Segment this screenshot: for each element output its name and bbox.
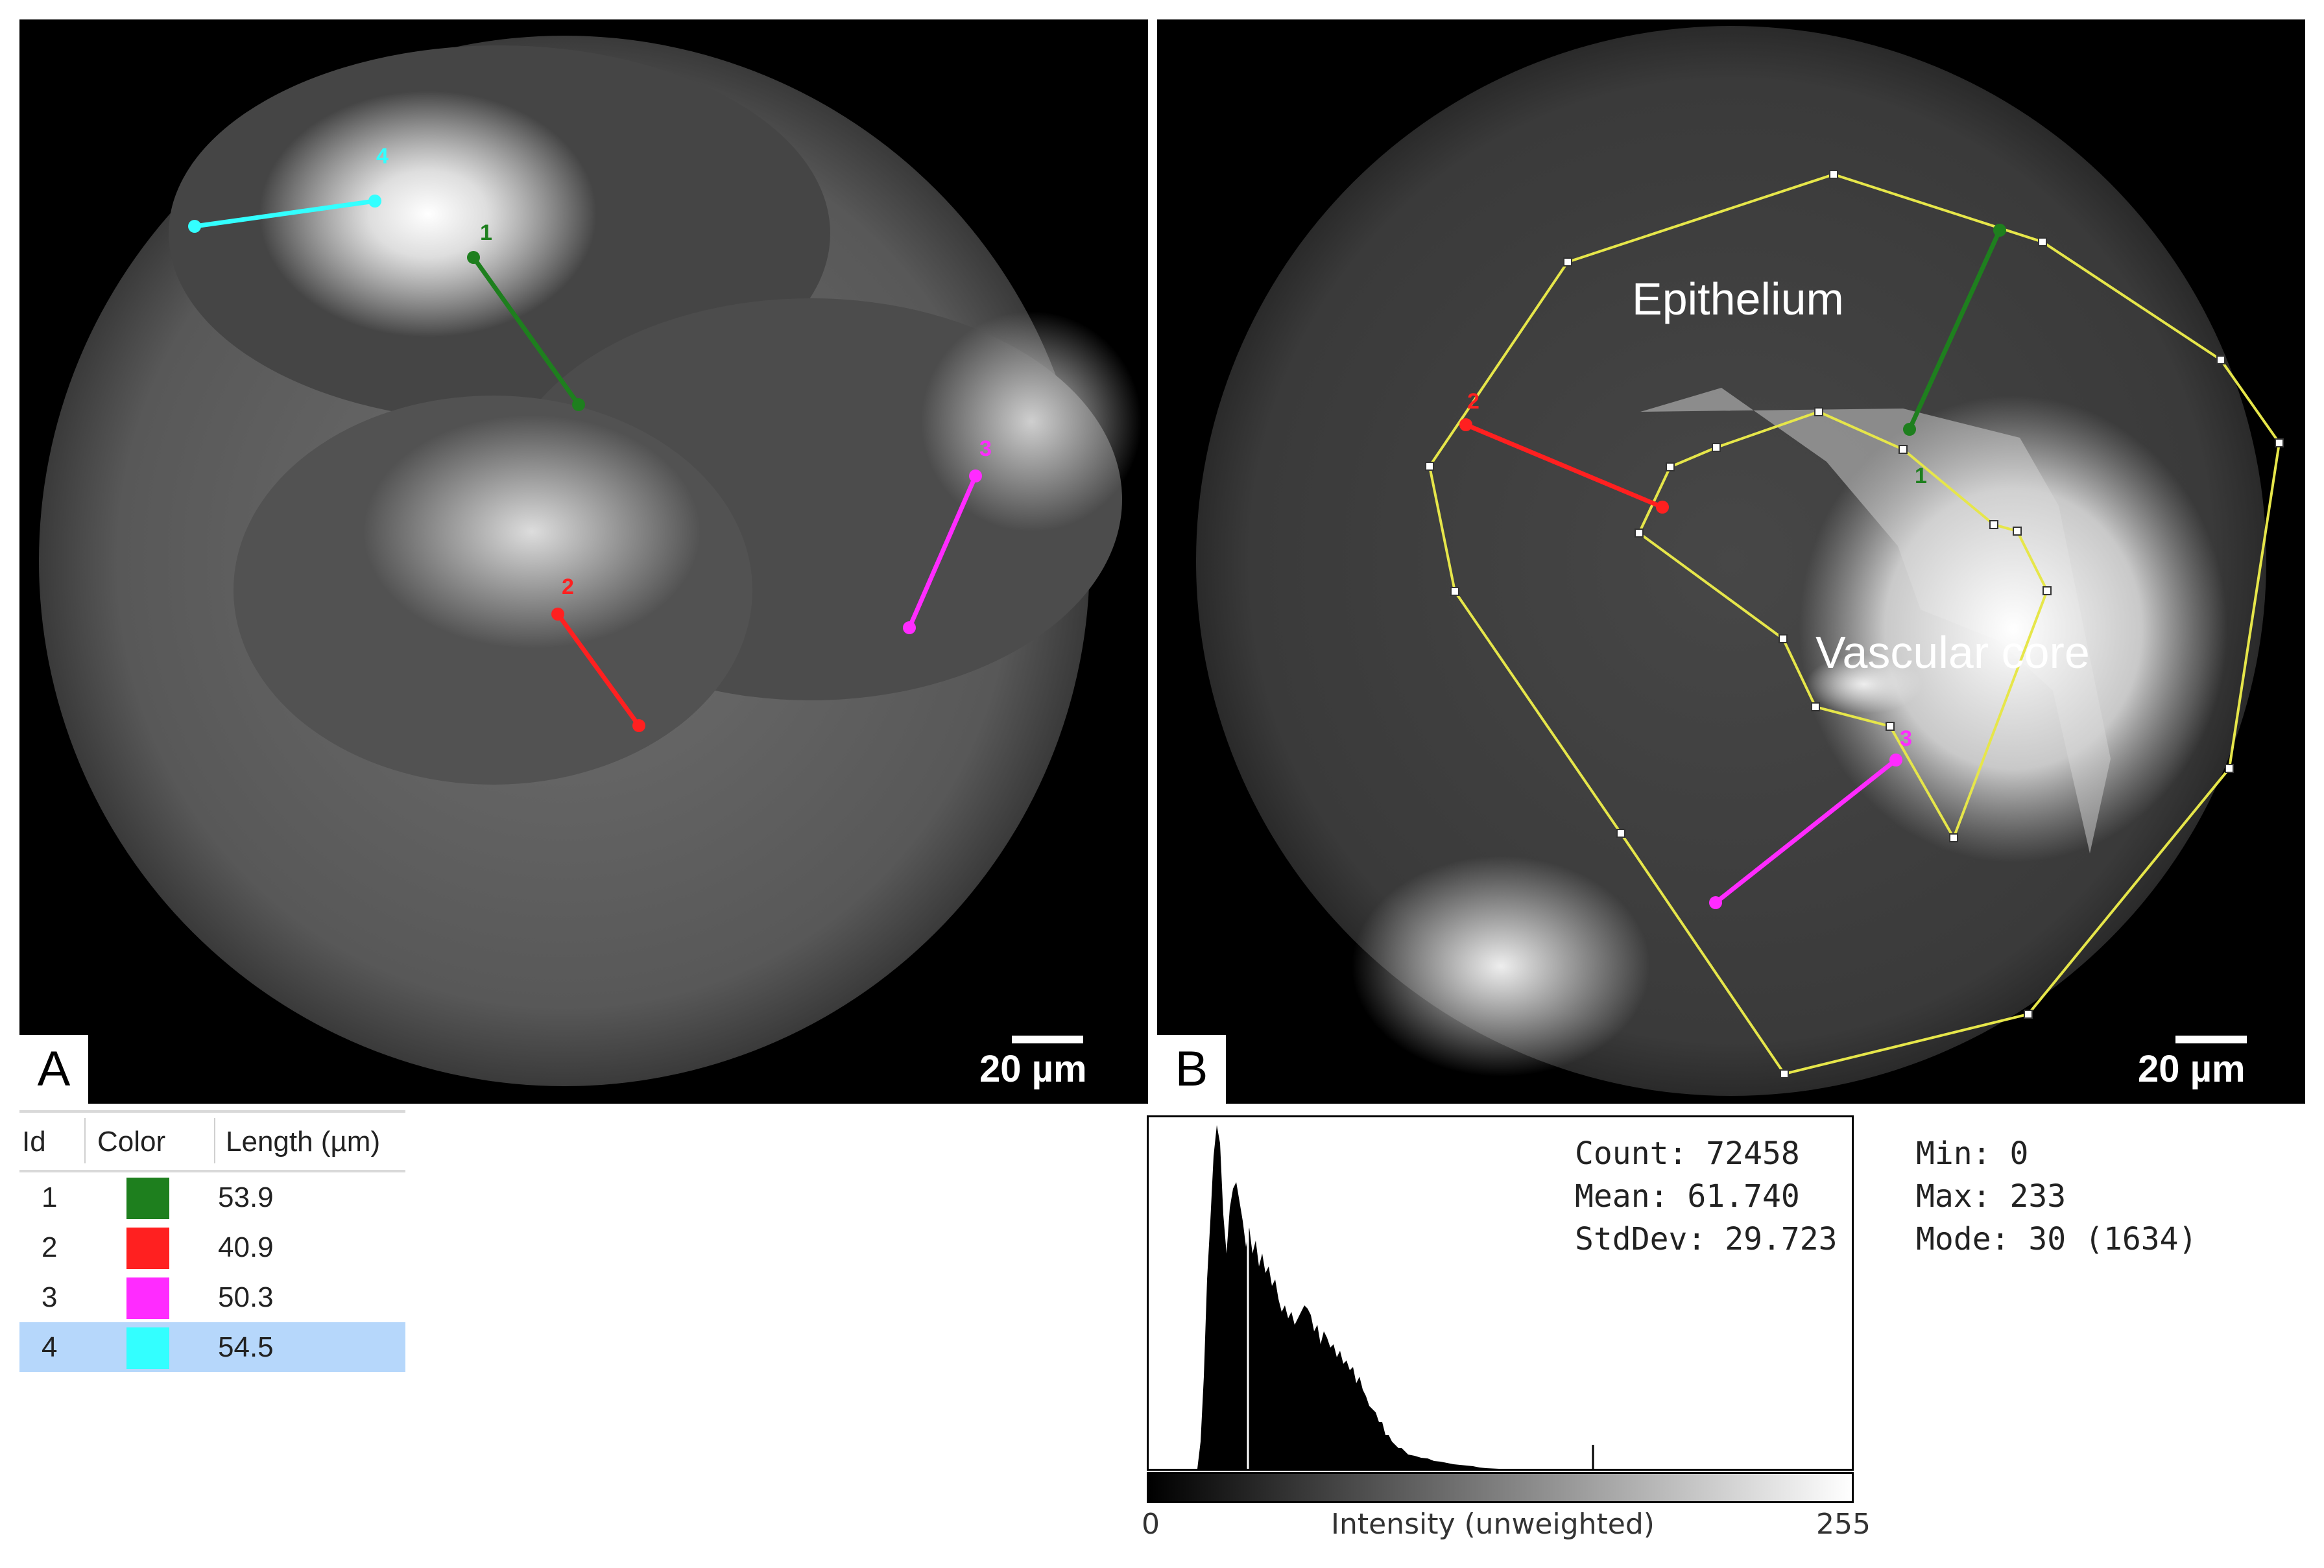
histogram-stats-right: Min: 0 Max: 233 Mode: 30 (1634) — [1916, 1132, 2197, 1261]
measurement-label: 1 — [1915, 464, 1927, 488]
table-header: Id Color Length (µm) — [19, 1110, 405, 1172]
column-header-color[interactable]: Color — [97, 1126, 166, 1158]
scale-bar — [1012, 1036, 1083, 1043]
row-length: 50.3 — [218, 1281, 274, 1313]
histogram-axis-label: Intensity (unweighted) — [1331, 1508, 1655, 1541]
measurement-line-3[interactable]: 3 — [903, 436, 992, 634]
color-swatch — [126, 1277, 169, 1319]
stat-mean: Mean: 61.740 — [1575, 1178, 1800, 1215]
measurement-line-2[interactable]: 2 — [1459, 389, 1669, 514]
scale-bar — [2175, 1036, 2247, 1043]
row-id: 4 — [42, 1331, 58, 1363]
measurement-line-2[interactable]: 2 — [551, 575, 645, 732]
panel-a-canvas[interactable]: 1 2 3 4 — [19, 19, 1148, 1104]
histogram-stats-left: Count: 72458 Mean: 61.740 StdDev: 29.723 — [1575, 1132, 1838, 1261]
table-row[interactable]: 3 50.3 — [19, 1272, 405, 1322]
measurement-label: 3 — [979, 436, 992, 461]
table-row-selected[interactable]: 4 54.5 — [19, 1322, 405, 1372]
image-panel-b[interactable]: 1 2 3 Epithelium Vascular core 20 µm B — [1157, 19, 2305, 1104]
stat-mode: Mode: 30 (1634) — [1916, 1221, 2198, 1257]
stat-min: Min: 0 — [1916, 1135, 2029, 1172]
measurement-line-3[interactable]: 3 — [1709, 726, 1912, 909]
row-id: 3 — [42, 1281, 58, 1313]
row-length: 40.9 — [218, 1231, 274, 1263]
panel-b-canvas[interactable]: 1 2 3 Epithelium Vascular core — [1157, 19, 2305, 1104]
scale-bar-label: 20 µm — [2138, 1048, 2246, 1090]
measurement-label: 4 — [376, 144, 389, 169]
column-header-id[interactable]: Id — [22, 1126, 46, 1158]
roi-vertices — [1425, 170, 2284, 1078]
measurement-label: 2 — [562, 575, 574, 599]
intensity-gradient-bar — [1147, 1472, 1854, 1503]
panel-letter-a: A — [19, 1035, 88, 1104]
histogram-axis-max: 255 — [1816, 1508, 1871, 1541]
vascular-core-label: Vascular core — [1815, 627, 2090, 678]
color-swatch — [126, 1178, 169, 1219]
row-id: 2 — [42, 1231, 58, 1263]
bright-spot — [259, 91, 597, 337]
histogram-bars — [1197, 1125, 1499, 1469]
color-swatch — [126, 1228, 169, 1269]
measurement-line-1[interactable]: 1 — [467, 220, 585, 411]
measurement-label: 3 — [1900, 726, 1912, 751]
stat-max: Max: 233 — [1916, 1178, 2066, 1215]
row-length: 54.5 — [218, 1331, 274, 1363]
measurement-label: 1 — [480, 220, 492, 245]
table-row[interactable]: 2 40.9 — [19, 1222, 405, 1272]
image-panel-a[interactable]: 1 2 3 4 20 µm A — [19, 19, 1148, 1104]
measurement-results-table: Id Color Length (µm) 1 53.9 2 40.9 3 50.… — [19, 1110, 405, 1372]
epithelium-label: Epithelium — [1632, 274, 1844, 324]
histogram-axis-min: 0 — [1142, 1508, 1160, 1541]
vascular-core-glow — [1799, 396, 2227, 862]
bright-spot — [1352, 856, 1650, 1076]
row-id: 1 — [42, 1182, 58, 1213]
scale-bar-label: 20 µm — [979, 1048, 1087, 1090]
measurement-line-1[interactable]: 1 — [1903, 224, 2006, 488]
panel-letter-b: B — [1157, 1035, 1226, 1104]
epithelium-roi[interactable] — [1428, 172, 2281, 1076]
color-swatch — [126, 1327, 169, 1369]
table-row[interactable]: 1 53.9 — [19, 1172, 405, 1222]
stat-count: Count: 72458 — [1575, 1135, 1800, 1172]
stat-stddev: StdDev: 29.723 — [1575, 1221, 1838, 1257]
histogram-canvas — [1197, 1117, 1594, 1469]
measurement-line-4[interactable]: 4 — [188, 144, 389, 233]
measurement-label: 2 — [1467, 389, 1479, 414]
histogram-plot[interactable] — [1147, 1115, 1854, 1471]
row-length: 53.9 — [218, 1182, 274, 1213]
column-header-length[interactable]: Length (µm) — [226, 1126, 381, 1158]
